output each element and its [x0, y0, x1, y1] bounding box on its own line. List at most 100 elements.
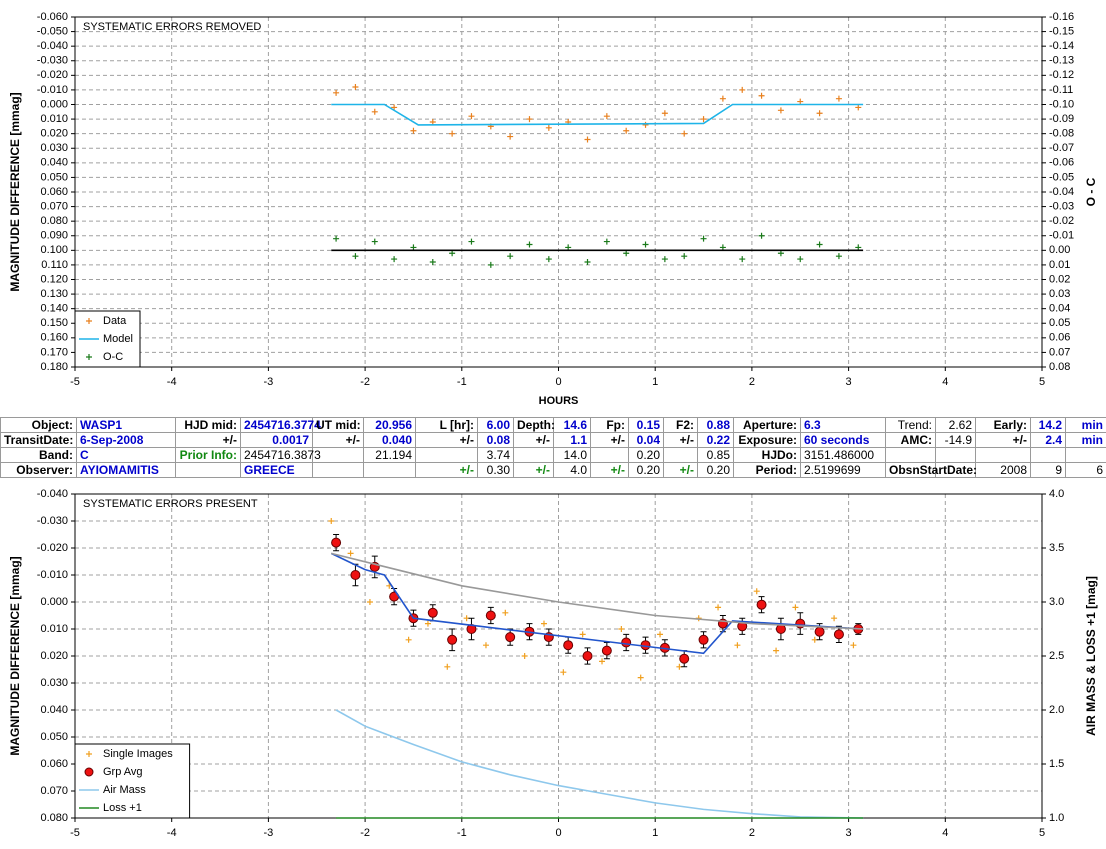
- data-point: [792, 604, 799, 611]
- group-average: [505, 632, 516, 643]
- data-point: [642, 241, 649, 248]
- table-cell: [935, 447, 976, 463]
- y-tick-label: 0.120: [40, 273, 68, 285]
- table-row: Observer: AYIOMAMITIS GREECE +/- 0.30 +/- 4.0 +…: [0, 462, 1106, 478]
- x-tick-label: -2: [360, 376, 370, 388]
- series-line: [331, 552, 864, 630]
- table-cell: 3151.486000: [800, 447, 886, 463]
- data-point: [487, 261, 494, 268]
- table-cell: 0.08: [477, 432, 514, 448]
- y-tick-label: 0.080: [40, 215, 68, 227]
- data-point: [482, 642, 489, 649]
- data-point: [739, 256, 746, 263]
- table-cell: [885, 447, 936, 463]
- y-tick-label: -0.020: [37, 542, 68, 554]
- table-cell: min: [1065, 417, 1106, 433]
- x-tick-label: -2: [360, 827, 370, 839]
- data-point: [347, 550, 354, 557]
- table-cell: Observer:: [0, 462, 77, 478]
- x-tick-label: 1: [652, 827, 658, 839]
- data-point: [618, 626, 625, 632]
- table-cell: +/-: [663, 432, 698, 448]
- data-point: [507, 253, 514, 260]
- y2-tick-label: -0.08: [1049, 128, 1074, 140]
- data-point: [545, 124, 552, 131]
- table-cell: ObsnStartDate:: [885, 462, 977, 478]
- x-tick-label: -1: [457, 827, 467, 839]
- data-point: [352, 84, 359, 90]
- y-tick-label: 0.000: [40, 98, 68, 110]
- data-point: [758, 232, 765, 239]
- legend-symbol: [84, 767, 94, 777]
- data-point: [657, 631, 664, 638]
- y2-tick-label: -0.05: [1049, 171, 1074, 183]
- table-cell: L [hr]:: [415, 417, 478, 433]
- table-cell: 0.0017: [240, 432, 313, 448]
- data-point: [603, 238, 610, 245]
- table-cell: 0.85: [697, 447, 734, 463]
- y2-tick-label: 0.01: [1049, 259, 1070, 271]
- x-tick-label: -1: [457, 376, 467, 388]
- table-cell: [590, 447, 629, 463]
- y-tick-label: 0.080: [40, 812, 68, 824]
- table-cell: 0.30: [477, 462, 514, 478]
- legend-label: Single Images: [103, 748, 173, 760]
- y-tick-label: 0.180: [40, 361, 68, 373]
- data-point: [777, 250, 784, 257]
- table-cell: [363, 462, 416, 478]
- group-average: [427, 607, 438, 618]
- data-point: [405, 636, 412, 643]
- y-tick-label: -0.040: [37, 40, 68, 52]
- group-average: [698, 634, 709, 645]
- data-point: [719, 244, 726, 251]
- x-axis-title: HOURS: [539, 395, 579, 407]
- y-tick-label: 0.060: [40, 186, 68, 198]
- data-point: [366, 599, 373, 605]
- y2-tick-label: 0.02: [1049, 273, 1070, 285]
- y2-tick-label: -0.12: [1049, 69, 1074, 81]
- table-cell: 6-Sep-2008: [76, 432, 176, 448]
- x-tick-label: 2: [749, 827, 755, 839]
- y2-tick-label: 0.07: [1049, 346, 1070, 358]
- data-point: [584, 136, 591, 143]
- annotation: SYSTEMATIC ERRORS PRESENT: [83, 498, 258, 510]
- y2-tick-label: -0.15: [1049, 25, 1074, 37]
- y2-tick-label: 0.00: [1049, 244, 1070, 256]
- x-tick-label: -3: [264, 827, 274, 839]
- y2-tick-label: -0.03: [1049, 200, 1074, 212]
- group-average: [447, 634, 458, 645]
- data-point: [623, 250, 630, 257]
- y2-tick-label: 4.0: [1049, 488, 1064, 500]
- table-cell: 0.20: [628, 462, 664, 478]
- data-point: [758, 92, 765, 99]
- legend-label: Air Mass: [103, 784, 146, 796]
- data-point: [371, 238, 378, 245]
- y-tick-label: 0.050: [40, 171, 68, 183]
- table-cell: 0.20: [697, 462, 734, 478]
- data-point: [424, 620, 431, 627]
- legend: Data Model O-C: [74, 310, 141, 368]
- group-average: [679, 653, 690, 664]
- table-cell: +/-: [590, 462, 629, 478]
- group-average: [621, 637, 632, 648]
- y-tick-label: 0.020: [40, 650, 68, 662]
- table-cell: Trend:: [885, 417, 936, 433]
- group-average: [582, 651, 593, 661]
- y-tick-label: 0.070: [40, 200, 68, 212]
- group-average: [350, 570, 361, 580]
- table-row: Band: C Prior Info: 2454716.3873 21.194 3.74 1…: [0, 447, 1106, 463]
- data-point: [734, 642, 741, 649]
- y2-tick-label: -0.01: [1049, 230, 1074, 242]
- y-tick-label: 0.000: [40, 596, 68, 608]
- data-point: [642, 121, 649, 128]
- group-average: [833, 629, 844, 640]
- table-cell: +/-: [513, 462, 554, 478]
- table-cell: HJD mid:: [175, 417, 241, 433]
- y2-tick-label: -0.16: [1049, 11, 1074, 23]
- data-point: [468, 238, 475, 245]
- y-tick-label: -0.010: [37, 569, 68, 581]
- data-point: [526, 241, 533, 248]
- y2-tick-label: 1.5: [1049, 758, 1064, 770]
- y-tick-label: -0.060: [37, 11, 68, 23]
